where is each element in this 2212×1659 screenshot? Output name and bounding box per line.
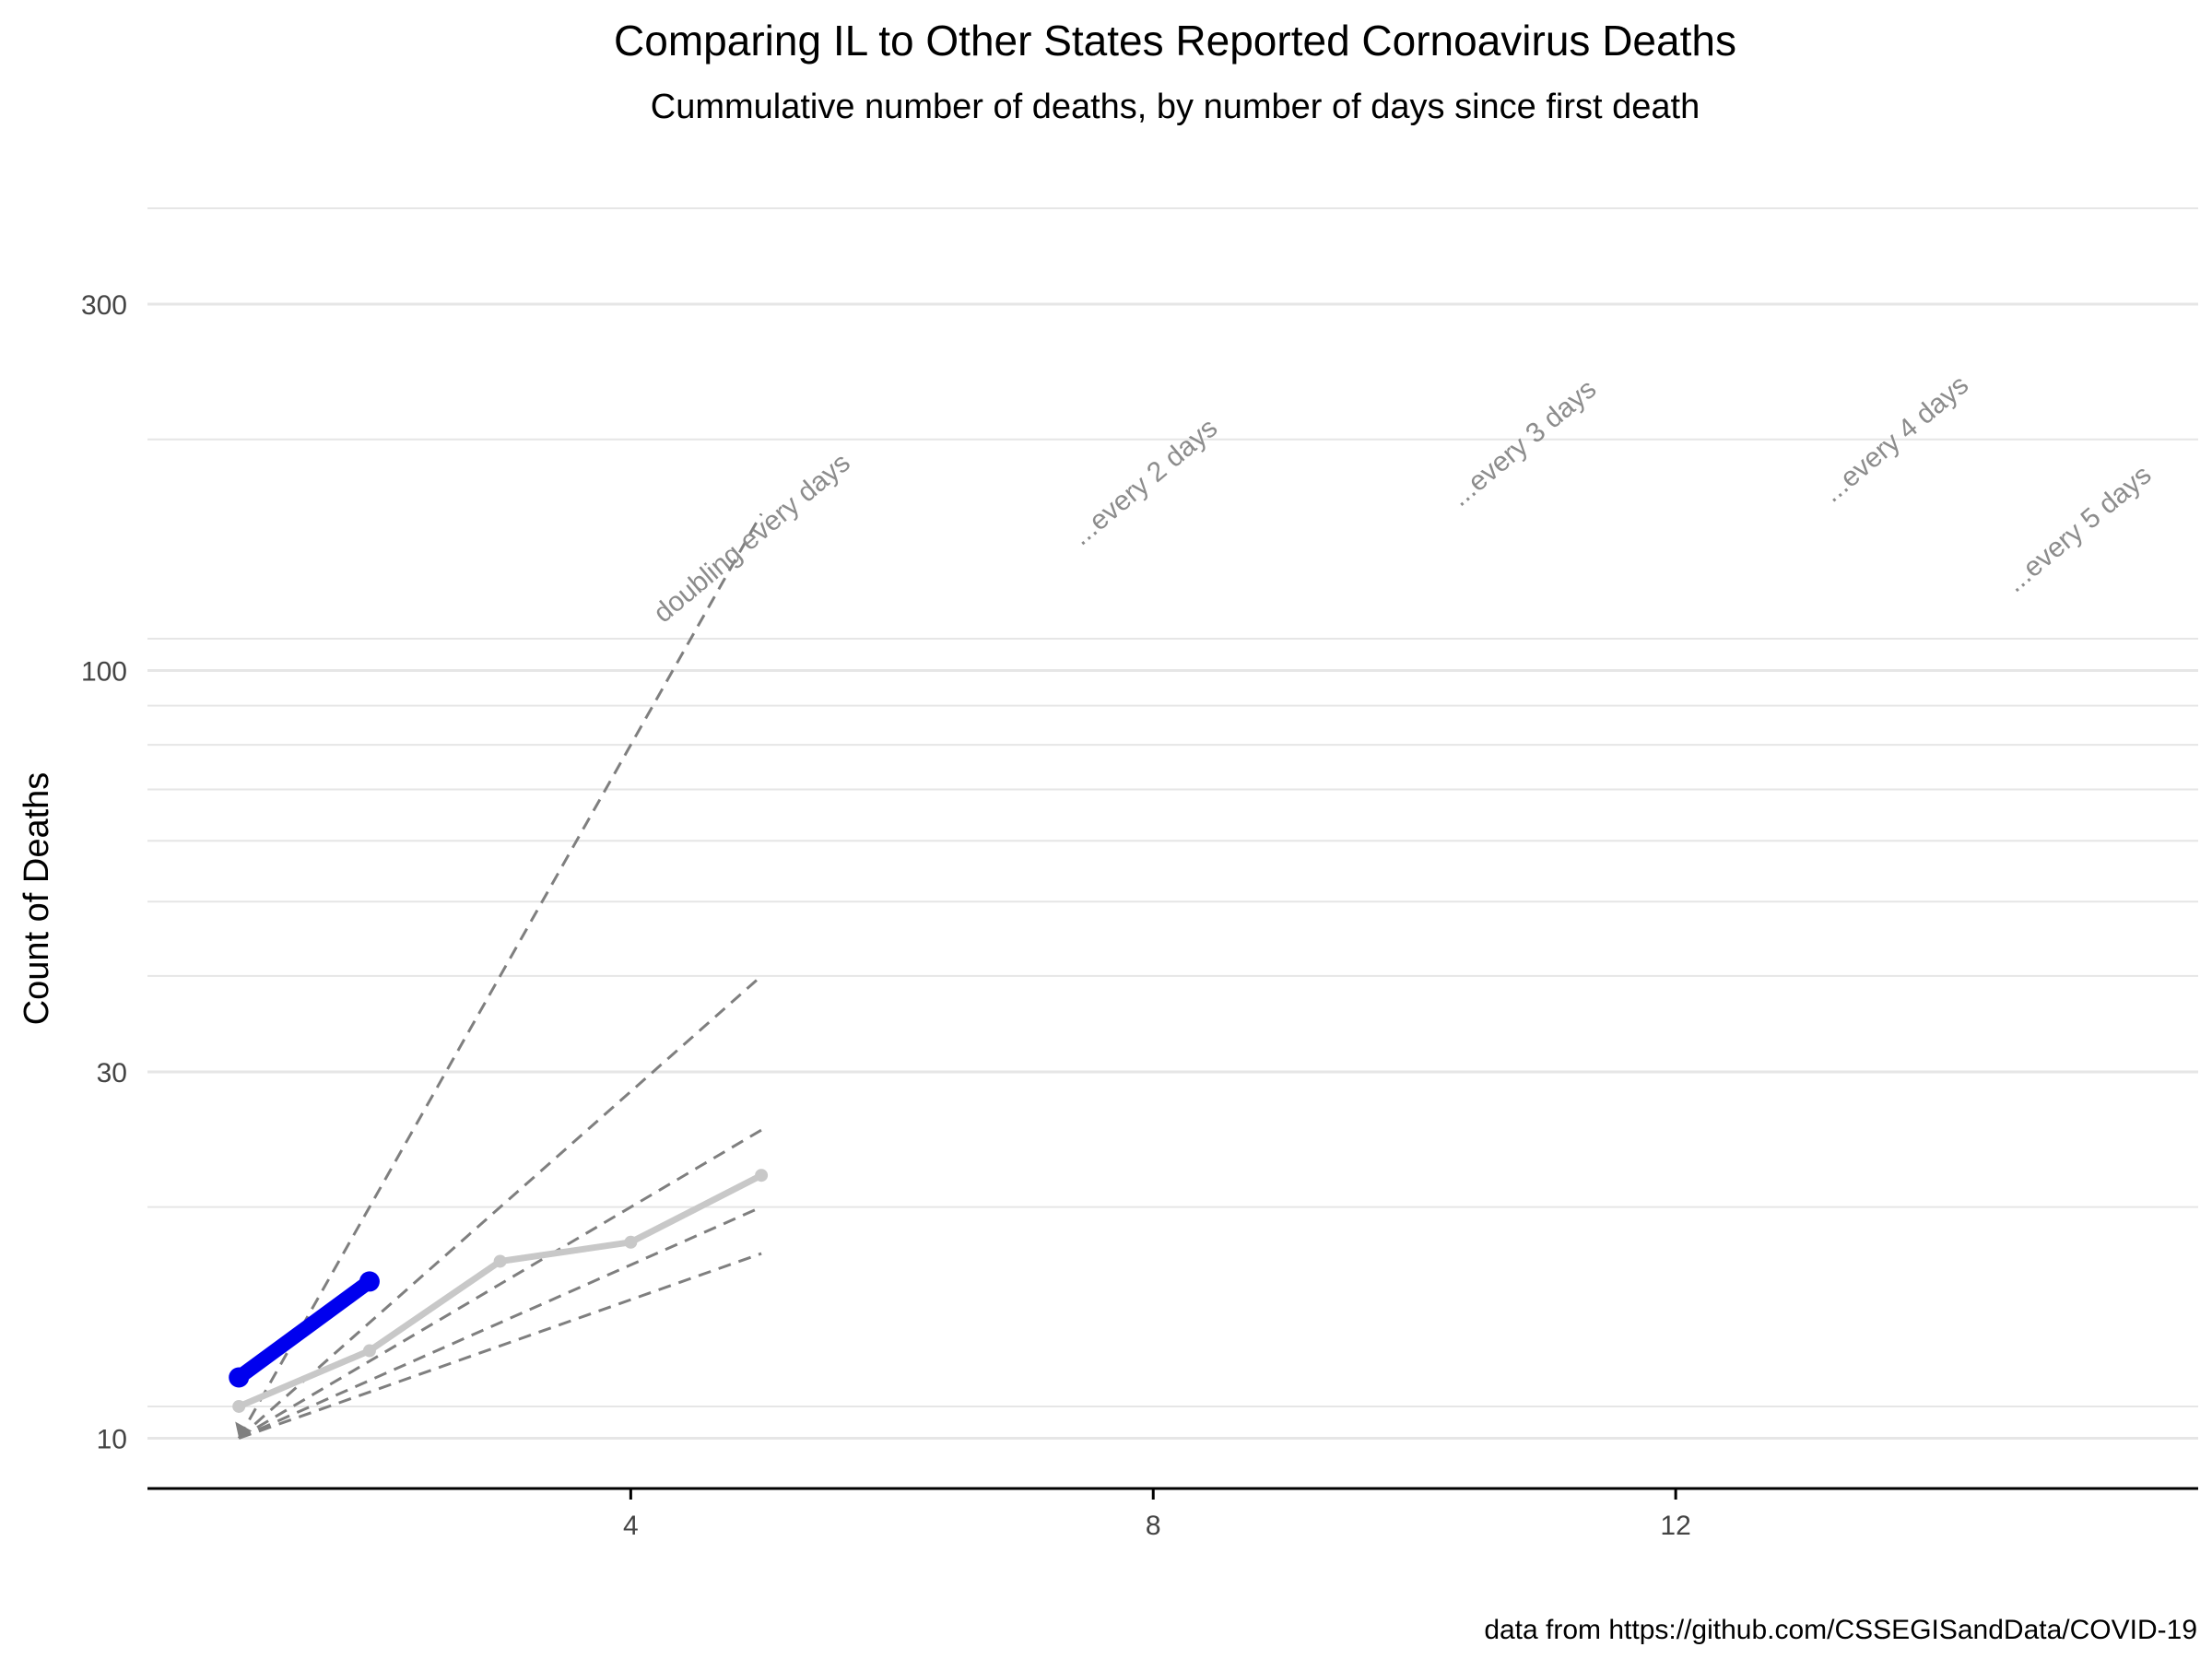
reference-line-1: [238, 974, 763, 1440]
series: [229, 1169, 769, 1413]
reference-line-3: [238, 1206, 762, 1440]
axes: 4 8 12 10 30 100 300: [81, 290, 2198, 1541]
series-0-point-3: [624, 1235, 638, 1249]
y-axis-label: Count of Deaths: [18, 772, 56, 1026]
reference-label-4: ...every 5 days: [2000, 460, 2158, 599]
reference-line-4: [238, 1252, 762, 1440]
reference-line-0: [237, 512, 763, 1440]
chart-title: Comparing IL to Other States Reported Co…: [614, 17, 1736, 65]
x-tick-label-1: 8: [1146, 1511, 1161, 1541]
x-tick-label-0: 4: [623, 1511, 639, 1541]
y-tick-label-0: 10: [97, 1424, 127, 1454]
reference-origin-arrow: [235, 1421, 253, 1439]
caption: data from https://github.com/CSSEGISandD…: [1484, 1615, 2197, 1645]
reference-lines: [235, 512, 763, 1440]
reference-label-2: ...every 3 days: [1445, 373, 1603, 512]
reference-labels: doubling every days ...every 2 days ...eve…: [648, 370, 2157, 629]
series-1-point-1: [359, 1271, 380, 1292]
grid: [147, 206, 2198, 1440]
x-tick-label-2: 12: [1660, 1511, 1690, 1541]
y-tick-label-3: 300: [81, 290, 127, 321]
y-tick-label-1: 30: [97, 1058, 127, 1088]
reference-label-0: doubling every days: [648, 447, 856, 629]
y-tick-label-2: 100: [81, 656, 127, 687]
reference-line-2: [238, 1128, 762, 1440]
series-0-point-0: [232, 1399, 246, 1413]
series-0-point-1: [362, 1344, 376, 1358]
series-0-point-4: [755, 1169, 769, 1182]
chart-subtitle: Cummulative number of deaths, by number …: [651, 88, 1700, 126]
series-0-point-2: [493, 1254, 507, 1268]
series-line-0: [235, 1171, 765, 1410]
reference-label-1: ...every 2 days: [1066, 413, 1224, 552]
series-1-point-0: [229, 1367, 250, 1388]
series-line-1: [231, 1274, 377, 1385]
